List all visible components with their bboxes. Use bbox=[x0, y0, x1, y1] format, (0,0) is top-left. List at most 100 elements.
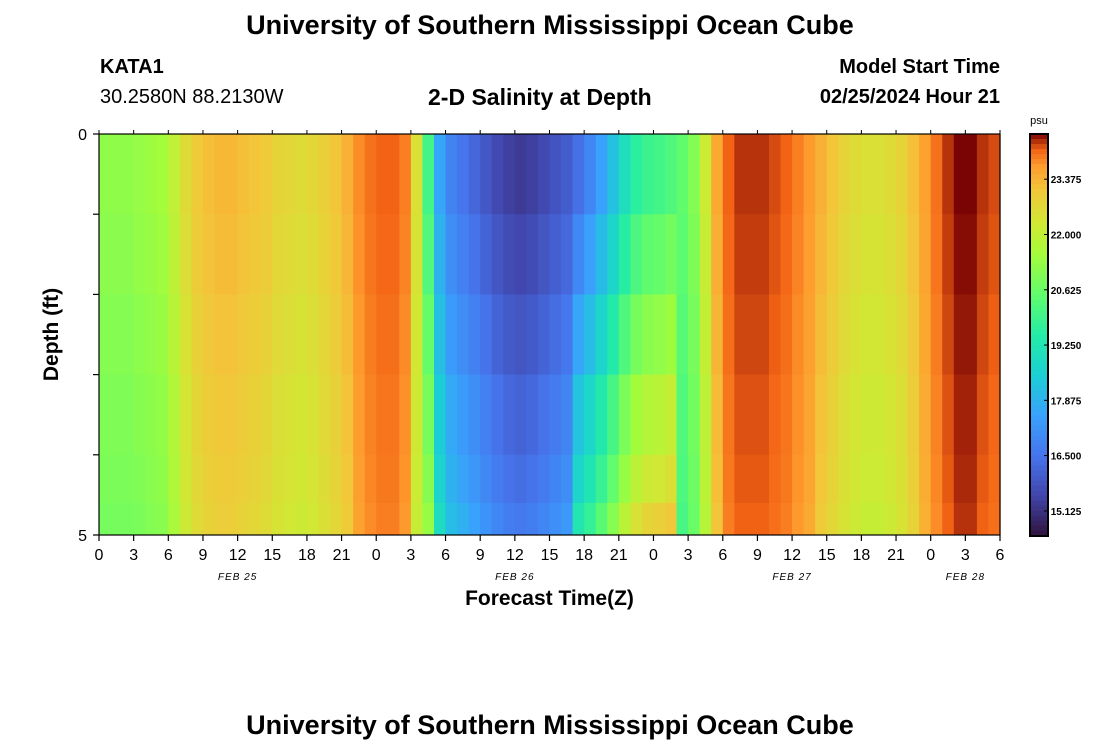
heatmap-cell bbox=[561, 214, 574, 295]
heatmap-cell bbox=[780, 134, 793, 215]
colorbar-band bbox=[1030, 450, 1048, 457]
heatmap-cell bbox=[676, 374, 689, 456]
heatmap-cell bbox=[457, 214, 470, 295]
heatmap-cell bbox=[202, 214, 216, 295]
heatmap-cell bbox=[168, 294, 181, 375]
heatmap-cell bbox=[919, 454, 932, 504]
heatmap-cell bbox=[122, 454, 135, 504]
heatmap-cell bbox=[884, 214, 897, 295]
x-tick-label: 9 bbox=[753, 547, 762, 564]
heatmap-cell bbox=[249, 502, 262, 536]
date-label: FEB 28 bbox=[946, 572, 985, 583]
colorbar-band bbox=[1030, 164, 1048, 170]
heatmap-cell bbox=[584, 294, 597, 375]
heatmap-cell bbox=[688, 134, 701, 215]
heatmap-cell bbox=[722, 134, 735, 215]
heatmap-cell bbox=[803, 294, 816, 375]
y-axis-label: Depth (ft) bbox=[40, 288, 63, 381]
heatmap-cell bbox=[630, 134, 643, 215]
colorbar-band bbox=[1030, 465, 1048, 472]
model-start-value: 02/25/2024 Hour 21 bbox=[819, 86, 1000, 108]
station-coordinates: 30.2580N 88.2130W bbox=[100, 86, 284, 108]
heatmap-cell bbox=[653, 214, 666, 295]
heatmap-cell bbox=[318, 502, 331, 536]
colorbar-band bbox=[1030, 455, 1048, 462]
heatmap-cell bbox=[179, 294, 193, 375]
heatmap-cell bbox=[942, 134, 955, 215]
heatmap-cell bbox=[503, 294, 516, 375]
heatmap-cell bbox=[526, 294, 539, 375]
heatmap-cell bbox=[930, 454, 943, 504]
heatmap-cell bbox=[688, 454, 701, 504]
heatmap-cell bbox=[676, 134, 689, 215]
heatmap-cell bbox=[514, 454, 527, 504]
heatmap-cell bbox=[976, 502, 990, 536]
heatmap-cell bbox=[988, 502, 1001, 536]
footer-title: University of Southern Mississippi Ocean… bbox=[246, 710, 854, 740]
heatmap-cell bbox=[815, 502, 828, 536]
colorbar-tick-label: 19.250 bbox=[1051, 341, 1082, 352]
heatmap-cell bbox=[595, 214, 608, 295]
heatmap-cell bbox=[537, 454, 551, 504]
heatmap-cell bbox=[480, 454, 493, 504]
heatmap-cell bbox=[872, 454, 886, 504]
heatmap-cell bbox=[965, 502, 978, 536]
heatmap-cell bbox=[653, 502, 666, 536]
heatmap-cell bbox=[815, 374, 828, 456]
x-tick-label: 15 bbox=[541, 547, 559, 564]
heatmap-cell bbox=[214, 134, 227, 215]
heatmap-cell bbox=[907, 294, 920, 375]
heatmap-cell bbox=[376, 294, 389, 375]
heatmap-cell bbox=[133, 454, 146, 504]
colorbar-band bbox=[1030, 289, 1048, 296]
heatmap-cell bbox=[364, 294, 377, 375]
heatmap-cell bbox=[122, 374, 135, 456]
heatmap-cell bbox=[745, 454, 759, 504]
heatmap-cell bbox=[930, 374, 943, 456]
heatmap-cell bbox=[768, 374, 782, 456]
colorbar-band bbox=[1030, 335, 1048, 341]
heatmap-cell bbox=[364, 134, 377, 215]
heatmap-cell bbox=[745, 134, 759, 215]
heatmap-cell bbox=[630, 294, 643, 375]
colorbar-band bbox=[1030, 179, 1048, 185]
heatmap-cells bbox=[99, 134, 1001, 536]
heatmap-cell bbox=[399, 502, 412, 536]
heatmap-cell bbox=[353, 454, 366, 504]
colorbar-band bbox=[1030, 269, 1048, 276]
heatmap-cell bbox=[884, 294, 897, 375]
heatmap-cell bbox=[306, 454, 320, 504]
heatmap-cell bbox=[399, 454, 412, 504]
heatmap-cell bbox=[445, 502, 458, 536]
heatmap-cell bbox=[768, 134, 782, 215]
chart-axes: 0 3 6 9 12 15 18 21 0 3 6 9 12 15 18 21 0 3 6 9 12 15 18 21 0 3 6F… bbox=[40, 127, 1005, 610]
x-tick-label: 18 bbox=[575, 547, 593, 564]
salinity-heatmap-chart: 23.375 22.000 20.625 19.250 17.875 16.500 15.1… bbox=[40, 115, 1082, 610]
heatmap-cell bbox=[988, 294, 1001, 375]
colorbar-band bbox=[1030, 460, 1048, 467]
heatmap-cell bbox=[422, 374, 435, 456]
heatmap-cell bbox=[792, 454, 805, 504]
x-tick-label: 12 bbox=[506, 547, 524, 564]
heatmap-cell bbox=[133, 214, 146, 295]
heatmap-cell bbox=[803, 374, 816, 456]
heatmap-cell bbox=[110, 134, 123, 215]
heatmap-cell bbox=[561, 134, 574, 215]
heatmap-cell bbox=[676, 294, 689, 375]
heatmap-cell bbox=[237, 214, 250, 295]
heatmap-cell bbox=[353, 214, 366, 295]
heatmap-cell bbox=[353, 294, 366, 375]
colorbar-band bbox=[1030, 390, 1048, 396]
x-tick-label: 9 bbox=[476, 547, 485, 564]
heatmap-cell bbox=[214, 374, 227, 456]
heatmap-cell bbox=[399, 134, 412, 215]
heatmap-cell bbox=[665, 374, 678, 456]
heatmap-cell bbox=[272, 374, 285, 456]
colorbar-band bbox=[1030, 505, 1048, 512]
heatmap-cell bbox=[237, 374, 250, 456]
heatmap-cell bbox=[491, 502, 504, 536]
heatmap-cell bbox=[306, 294, 320, 375]
heatmap-cell bbox=[884, 134, 897, 215]
station-id: KATA1 bbox=[100, 56, 164, 78]
heatmap-cell bbox=[468, 294, 481, 375]
